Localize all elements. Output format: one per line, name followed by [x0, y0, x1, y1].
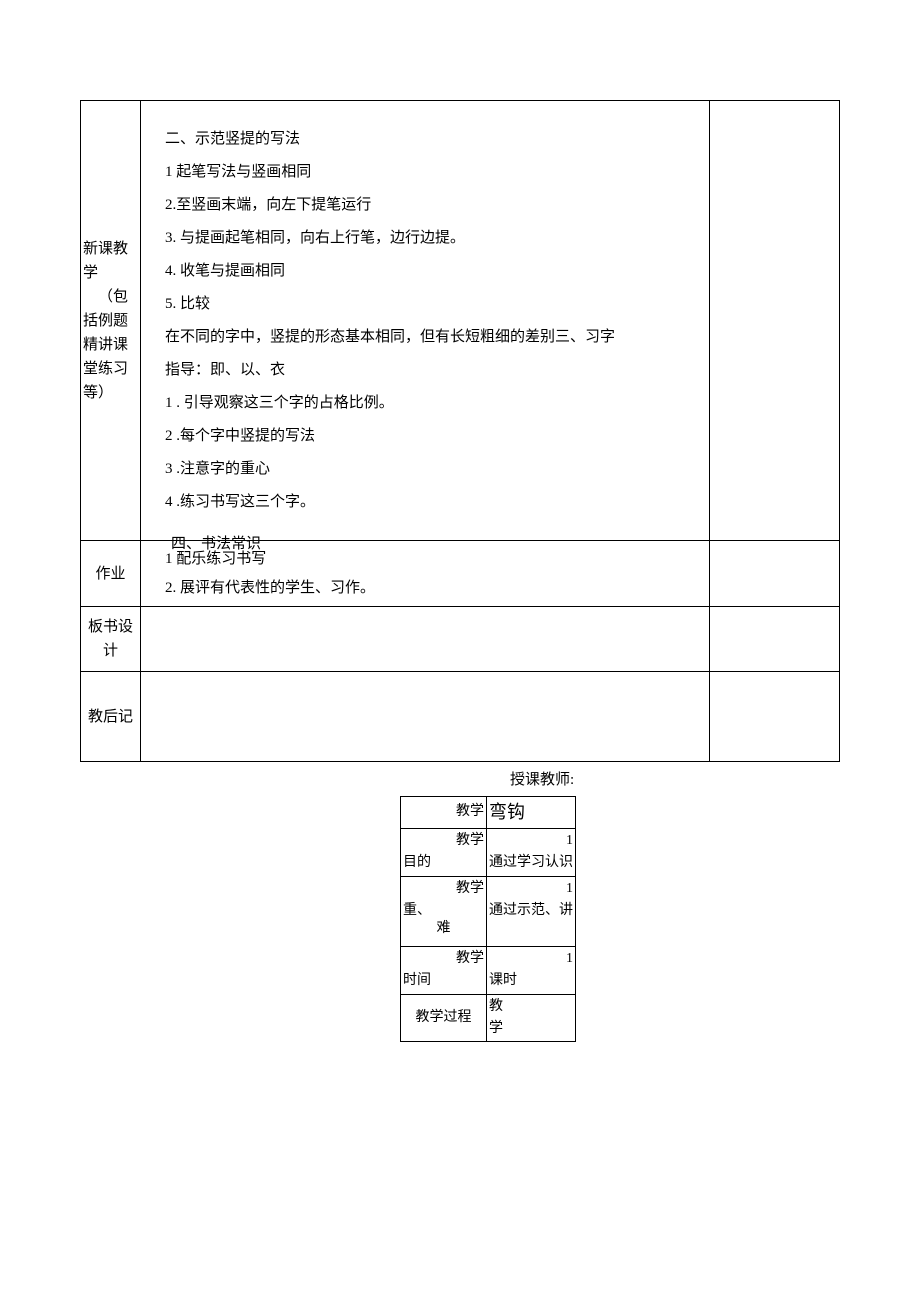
row-label-homework: 作业 — [81, 541, 141, 607]
label-text: （包括例题精讲课堂练习等） — [83, 285, 138, 405]
lesson-plan-small-table: 教学 弯钩 教学 目的 1 通过学习认识 教学 重、 难 1 通过示范、讲 — [400, 796, 576, 1042]
table-row: 新课教学 （包括例题精讲课堂练习等） 二、示范竖提的写法 1 起笔写法与竖画相同… — [81, 101, 840, 541]
lesson-plan-main-table: 新课教学 （包括例题精讲课堂练习等） 二、示范竖提的写法 1 起笔写法与竖画相同… — [80, 100, 840, 762]
label-text: 新课教学 — [83, 237, 138, 285]
row-label-teaching: 新课教学 （包括例题精讲课堂练习等） — [81, 101, 141, 541]
value-text: 1 — [489, 948, 573, 970]
small-value: 1 课时 — [487, 946, 576, 994]
small-label: 教学 时间 — [401, 946, 487, 994]
content-line: 4 .练习书写这三个字。 — [165, 486, 685, 519]
content-line: 1 . 引导观察这三个字的占格比例。 — [165, 387, 685, 420]
small-value: 1 通过示范、讲 — [487, 876, 576, 946]
small-value: 1 通过学习认识 — [487, 828, 576, 876]
label-text: 教学 — [403, 830, 484, 852]
value-text: 教 — [489, 996, 573, 1018]
small-value: 教 学 — [487, 994, 576, 1042]
content-line: 2. 展评有代表性的学生、习作。 — [165, 574, 685, 603]
label-text: 时间 — [403, 970, 484, 992]
empty-cell — [710, 541, 840, 607]
empty-cell — [710, 607, 840, 672]
content-line: 二、示范竖提的写法 — [165, 123, 685, 156]
table-row: 教学 时间 1 课时 — [401, 946, 576, 994]
value-text: 通过学习认识 — [489, 852, 573, 874]
label-text: 教学 — [403, 948, 484, 970]
table-row: 教后记 — [81, 672, 840, 762]
value-text: 通过示范、讲 — [489, 900, 573, 922]
label-text: 目的 — [403, 852, 484, 874]
empty-cell — [141, 607, 710, 672]
value-text: 学 — [489, 1018, 573, 1040]
content-line: 2.至竖画末端，向左下提笔运行 — [165, 189, 685, 222]
row-label-notes: 教后记 — [81, 672, 141, 762]
label-text: 难 — [403, 918, 484, 940]
table-row: 板书设计 — [81, 607, 840, 672]
content-line: 4. 收笔与提画相同 — [165, 255, 685, 288]
table-row: 教学 弯钩 — [401, 797, 576, 829]
content-line: 5. 比较 — [165, 288, 685, 321]
teaching-content-cell: 二、示范竖提的写法 1 起笔写法与竖画相同 2.至竖画末端，向左下提笔运行 3.… — [141, 101, 710, 541]
table-row: 教学 目的 1 通过学习认识 — [401, 828, 576, 876]
small-label: 教学 重、 难 — [401, 876, 487, 946]
content-line-cut: 四、书法常识 — [171, 532, 261, 556]
content-line: 3. 与提画起笔相同，向右上行笔，边行边提。 — [165, 222, 685, 255]
content-line: 2 .每个字中竖提的写法 — [165, 420, 685, 453]
content-line: 1 起笔写法与竖画相同 — [165, 156, 685, 189]
teacher-label: 授课教师: — [510, 768, 840, 792]
value-text: 课时 — [489, 970, 573, 992]
empty-cell — [141, 672, 710, 762]
content-line: 3 .注意字的重心 — [165, 453, 685, 486]
small-value: 弯钩 — [487, 797, 576, 829]
table-row: 教学 重、 难 1 通过示范、讲 — [401, 876, 576, 946]
content-line: 在不同的字中，竖提的形态基本相同，但有长短粗细的差别三、习字 — [165, 321, 685, 354]
table-row: 教学过程 教 学 — [401, 994, 576, 1042]
content-line: 指导：即、以、衣 — [165, 354, 685, 387]
value-text: 1 — [489, 830, 573, 852]
row-label-board: 板书设计 — [81, 607, 141, 672]
small-label: 教学 目的 — [401, 828, 487, 876]
small-label: 教学过程 — [401, 994, 487, 1042]
label-text: 教学 — [403, 878, 484, 900]
small-label: 教学 — [401, 797, 487, 829]
value-text: 1 — [489, 878, 573, 900]
empty-cell — [710, 101, 840, 541]
empty-cell — [710, 672, 840, 762]
